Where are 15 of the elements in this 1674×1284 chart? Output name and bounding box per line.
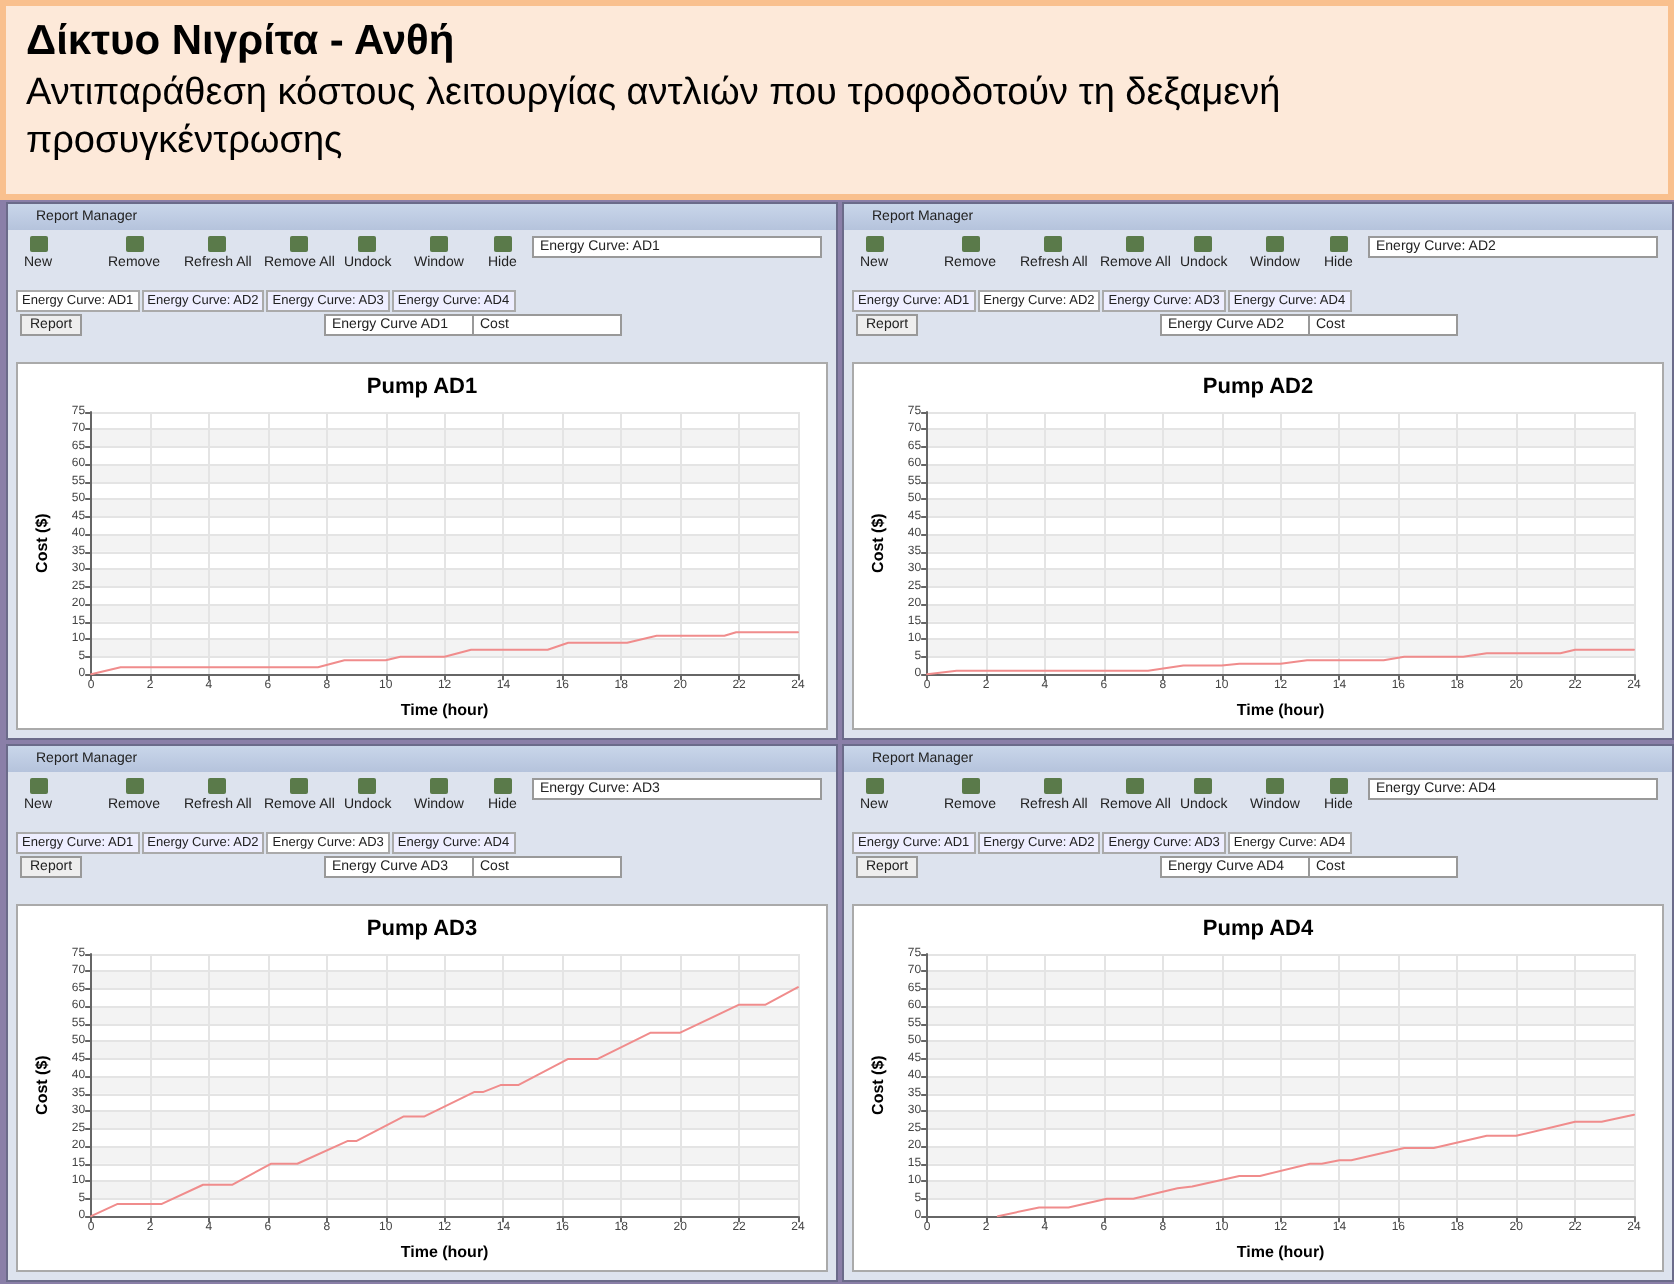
chart-title: Pump AD2 (1202, 375, 1314, 399)
chart-title: Pump AD3 (366, 917, 478, 941)
y-axis-title: Cost ($) (33, 1054, 51, 1115)
x-axis-title: Time (hour) (400, 1243, 490, 1261)
text: Αντιπαράθεση κόστους λειτουργίας αντλιών που τροφοδοτούν τη δεξαμενή προσυγκέντρωσης (26, 70, 1283, 166)
text: Δίκτυο Νιγρίτα - Ανθή (26, 18, 457, 66)
x-axis-title: Time (hour) (1236, 1243, 1326, 1261)
x-axis-title: Time (hour) (1236, 701, 1326, 719)
chart-title: Pump AD1 (366, 375, 478, 399)
y-axis-title: Cost ($) (869, 512, 887, 573)
y-axis-title: Cost ($) (33, 512, 51, 573)
x-axis-title: Time (hour) (400, 701, 490, 719)
y-axis-title: Cost ($) (869, 1054, 887, 1115)
line-series (996, 1113, 1635, 1218)
chart-title: Pump AD4 (1202, 917, 1315, 941)
